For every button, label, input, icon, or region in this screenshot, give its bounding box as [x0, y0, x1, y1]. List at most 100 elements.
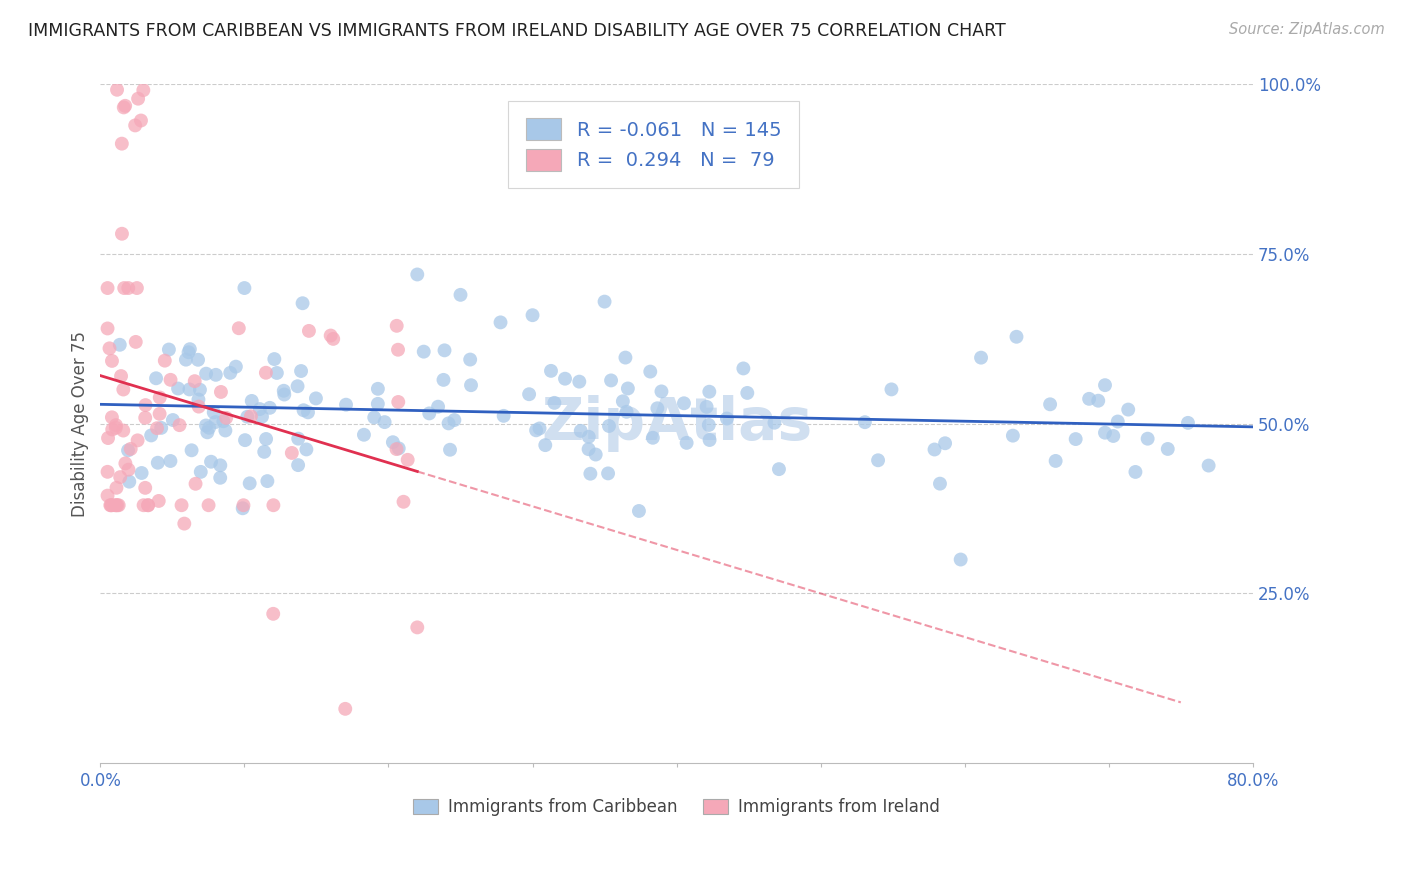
- Point: [209, 384, 232, 399]
- Point: [291, 296, 314, 310]
- Point: [517, 387, 540, 401]
- Point: [114, 456, 136, 470]
- Point: [578, 442, 600, 457]
- Point: [458, 352, 481, 367]
- Point: [98, 342, 121, 356]
- Point: [554, 372, 576, 386]
- Point: [125, 281, 148, 295]
- Point: [169, 418, 191, 433]
- Point: [322, 332, 344, 346]
- Point: [228, 321, 250, 335]
- Point: [205, 368, 228, 382]
- Point: [273, 384, 295, 398]
- Point: [167, 382, 190, 396]
- Point: [1177, 416, 1199, 430]
- Point: [110, 369, 132, 384]
- Point: [254, 366, 277, 380]
- Point: [733, 361, 755, 376]
- Point: [149, 407, 172, 421]
- Point: [1094, 378, 1116, 392]
- Point: [157, 343, 180, 357]
- Point: [149, 391, 172, 405]
- Point: [219, 366, 242, 380]
- Point: [1039, 397, 1062, 411]
- Y-axis label: Disability Age Over 75: Disability Age Over 75: [72, 331, 89, 516]
- Point: [297, 405, 319, 419]
- Point: [934, 436, 956, 450]
- Point: [1094, 425, 1116, 440]
- Point: [418, 406, 440, 420]
- Point: [385, 442, 408, 456]
- Point: [190, 465, 212, 479]
- Point: [159, 373, 181, 387]
- Legend: Immigrants from Caribbean, Immigrants from Ireland: Immigrants from Caribbean, Immigrants fr…: [406, 791, 946, 822]
- Point: [183, 374, 205, 388]
- Point: [209, 458, 232, 473]
- Point: [105, 498, 128, 512]
- Point: [146, 421, 169, 435]
- Point: [132, 498, 155, 512]
- Point: [124, 119, 146, 133]
- Point: [232, 501, 254, 516]
- Point: [114, 99, 136, 113]
- Point: [179, 383, 201, 397]
- Point: [112, 281, 135, 295]
- Point: [141, 428, 163, 442]
- Point: [970, 351, 993, 365]
- Point: [600, 373, 623, 387]
- Point: [108, 470, 131, 484]
- Point: [134, 410, 156, 425]
- Point: [540, 364, 562, 378]
- Point: [295, 442, 318, 457]
- Point: [204, 415, 226, 429]
- Point: [437, 417, 460, 431]
- Point: [697, 384, 720, 399]
- Point: [233, 281, 256, 295]
- Point: [335, 398, 357, 412]
- Point: [198, 421, 221, 435]
- Point: [188, 383, 211, 397]
- Point: [353, 427, 375, 442]
- Point: [696, 400, 718, 414]
- Point: [1064, 432, 1087, 446]
- Point: [432, 373, 454, 387]
- Point: [1045, 454, 1067, 468]
- Point: [197, 498, 219, 512]
- Point: [598, 419, 620, 434]
- Point: [617, 382, 640, 396]
- Text: ZipAtlas: ZipAtlas: [541, 395, 813, 452]
- Point: [249, 402, 271, 417]
- Point: [107, 498, 129, 512]
- Point: [287, 458, 309, 472]
- Point: [253, 445, 276, 459]
- Point: [439, 442, 461, 457]
- Point: [1005, 330, 1028, 344]
- Point: [737, 385, 759, 400]
- Point: [524, 423, 547, 437]
- Point: [579, 467, 602, 481]
- Point: [388, 442, 411, 456]
- Point: [529, 421, 551, 435]
- Point: [1198, 458, 1220, 473]
- Point: [232, 498, 254, 512]
- Point: [363, 410, 385, 425]
- Point: [298, 324, 321, 338]
- Point: [101, 354, 124, 368]
- Point: [184, 476, 207, 491]
- Point: [593, 294, 616, 309]
- Point: [170, 498, 193, 512]
- Point: [239, 409, 262, 424]
- Point: [136, 498, 159, 512]
- Point: [924, 442, 946, 457]
- Point: [187, 400, 209, 414]
- Point: [627, 504, 650, 518]
- Point: [104, 418, 127, 433]
- Point: [148, 494, 170, 508]
- Point: [214, 424, 236, 438]
- Point: [127, 92, 149, 106]
- Point: [287, 379, 309, 393]
- Point: [534, 438, 557, 452]
- Point: [125, 334, 148, 349]
- Point: [98, 498, 121, 512]
- Point: [374, 415, 396, 429]
